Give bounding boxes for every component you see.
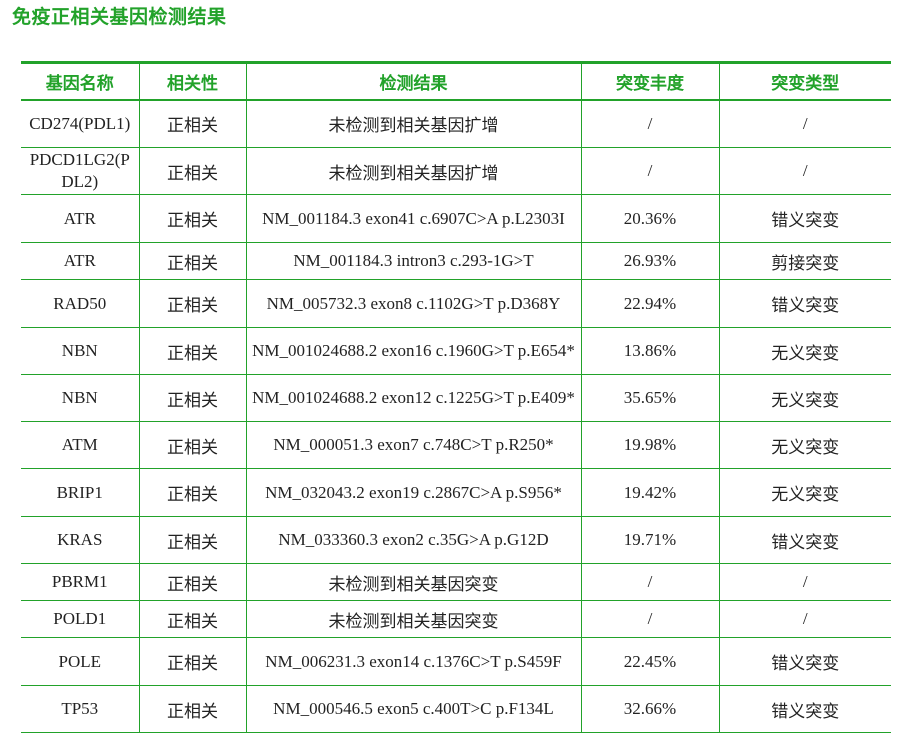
header-result: 检测结果 [245, 61, 582, 101]
mutation-type-cell: / [718, 99, 891, 148]
table-row: CD274(PDL1) 正相关 未检测到相关基因扩增 / / [21, 99, 891, 148]
table-row: ATR 正相关 NM_001184.3 intron3 c.293-1G>T 2… [21, 242, 891, 280]
gene-cell: PDCD1LG2(PDL2) [21, 147, 140, 195]
gene-cell: KRAS [21, 516, 140, 564]
relevance-cell: 正相关 [138, 563, 247, 601]
mutation-type-cell: / [718, 563, 891, 601]
result-cell: NM_001024688.2 exon12 c.1225G>T p.E409* [245, 374, 582, 422]
result-cell: NM_000051.3 exon7 c.748C>T p.R250* [245, 421, 582, 469]
relevance-cell: 正相关 [138, 685, 247, 733]
gene-cell: CD274(PDL1) [21, 99, 140, 148]
relevance-cell: 正相关 [138, 374, 247, 422]
gene-cell: NBN [21, 327, 140, 375]
gene-cell: POLE [21, 637, 140, 686]
abundance-cell: 13.86% [580, 327, 720, 375]
result-cell: 未检测到相关基因扩增 [245, 147, 582, 195]
gene-cell: POLD1 [21, 600, 140, 638]
abundance-cell: 20.36% [580, 194, 720, 243]
relevance-cell: 正相关 [138, 516, 247, 564]
header-mutation-type: 突变类型 [718, 61, 891, 101]
result-cell: 未检测到相关基因突变 [245, 563, 582, 601]
table-row: TP53 正相关 NM_000546.5 exon5 c.400T>C p.F1… [21, 685, 891, 733]
abundance-cell: 26.93% [580, 242, 720, 280]
mutation-type-cell: 剪接突变 [718, 242, 891, 280]
result-cell: NM_001184.3 exon41 c.6907C>A p.L2303I [245, 194, 582, 243]
table-row: NBN 正相关 NM_001024688.2 exon12 c.1225G>T … [21, 374, 891, 422]
gene-result-table: 基因名称 相关性 检测结果 突变丰度 突变类型 CD274(PDL1) 正相关 … [21, 61, 891, 733]
table-row: PDCD1LG2(PDL2) 正相关 未检测到相关基因扩增 / / [21, 147, 891, 195]
result-cell: 未检测到相关基因突变 [245, 600, 582, 638]
table-row: NBN 正相关 NM_001024688.2 exon16 c.1960G>T … [21, 327, 891, 375]
gene-cell: NBN [21, 374, 140, 422]
relevance-cell: 正相关 [138, 147, 247, 195]
result-cell: NM_005732.3 exon8 c.1102G>T p.D368Y [245, 279, 582, 328]
result-cell: NM_006231.3 exon14 c.1376C>T p.S459F [245, 637, 582, 686]
gene-cell: ATR [21, 242, 140, 280]
relevance-cell: 正相关 [138, 99, 247, 148]
gene-cell: TP53 [21, 685, 140, 733]
relevance-cell: 正相关 [138, 468, 247, 517]
mutation-type-cell: 无义突变 [718, 421, 891, 469]
header-relevance: 相关性 [138, 61, 247, 101]
abundance-cell: / [580, 99, 720, 148]
table-row: RAD50 正相关 NM_005732.3 exon8 c.1102G>T p.… [21, 279, 891, 328]
relevance-cell: 正相关 [138, 242, 247, 280]
abundance-cell: / [580, 600, 720, 638]
table-row: POLD1 正相关 未检测到相关基因突变 / / [21, 600, 891, 638]
relevance-cell: 正相关 [138, 279, 247, 328]
abundance-cell: 22.45% [580, 637, 720, 686]
table-row: ATR 正相关 NM_001184.3 exon41 c.6907C>A p.L… [21, 194, 891, 243]
abundance-cell: 19.98% [580, 421, 720, 469]
relevance-cell: 正相关 [138, 327, 247, 375]
abundance-cell: 35.65% [580, 374, 720, 422]
relevance-cell: 正相关 [138, 637, 247, 686]
relevance-cell: 正相关 [138, 194, 247, 243]
abundance-cell: 32.66% [580, 685, 720, 733]
table-row: KRAS 正相关 NM_033360.3 exon2 c.35G>A p.G12… [21, 516, 891, 564]
gene-cell: BRIP1 [21, 468, 140, 517]
result-cell: NM_033360.3 exon2 c.35G>A p.G12D [245, 516, 582, 564]
mutation-type-cell: 错义突变 [718, 279, 891, 328]
relevance-cell: 正相关 [138, 421, 247, 469]
mutation-type-cell: 错义突变 [718, 516, 891, 564]
abundance-cell: / [580, 147, 720, 195]
header-abundance: 突变丰度 [580, 61, 720, 101]
result-cell: NM_001184.3 intron3 c.293-1G>T [245, 242, 582, 280]
table-row: BRIP1 正相关 NM_032043.2 exon19 c.2867C>A p… [21, 468, 891, 517]
result-cell: NM_032043.2 exon19 c.2867C>A p.S956* [245, 468, 582, 517]
gene-cell: ATR [21, 194, 140, 243]
header-gene-name: 基因名称 [21, 61, 140, 101]
abundance-cell: / [580, 563, 720, 601]
gene-cell: RAD50 [21, 279, 140, 328]
mutation-type-cell: 无义突变 [718, 374, 891, 422]
mutation-type-cell: 无义突变 [718, 468, 891, 517]
abundance-cell: 22.94% [580, 279, 720, 328]
table-row: PBRM1 正相关 未检测到相关基因突变 / / [21, 563, 891, 601]
mutation-type-cell: 错义突变 [718, 685, 891, 733]
result-cell: 未检测到相关基因扩增 [245, 99, 582, 148]
result-cell: NM_001024688.2 exon16 c.1960G>T p.E654* [245, 327, 582, 375]
abundance-cell: 19.42% [580, 468, 720, 517]
mutation-type-cell: 错义突变 [718, 637, 891, 686]
mutation-type-cell: 错义突变 [718, 194, 891, 243]
mutation-type-cell: / [718, 600, 891, 638]
relevance-cell: 正相关 [138, 600, 247, 638]
mutation-type-cell: / [718, 147, 891, 195]
gene-cell: PBRM1 [21, 563, 140, 601]
table-row: POLE 正相关 NM_006231.3 exon14 c.1376C>T p.… [21, 637, 891, 686]
mutation-type-cell: 无义突变 [718, 327, 891, 375]
result-cell: NM_000546.5 exon5 c.400T>C p.F134L [245, 685, 582, 733]
gene-cell: ATM [21, 421, 140, 469]
page-title: 免疫正相关基因检测结果 [12, 6, 227, 28]
table-row: ATM 正相关 NM_000051.3 exon7 c.748C>T p.R25… [21, 421, 891, 469]
abundance-cell: 19.71% [580, 516, 720, 564]
table-header-row: 基因名称 相关性 检测结果 突变丰度 突变类型 [21, 61, 891, 101]
